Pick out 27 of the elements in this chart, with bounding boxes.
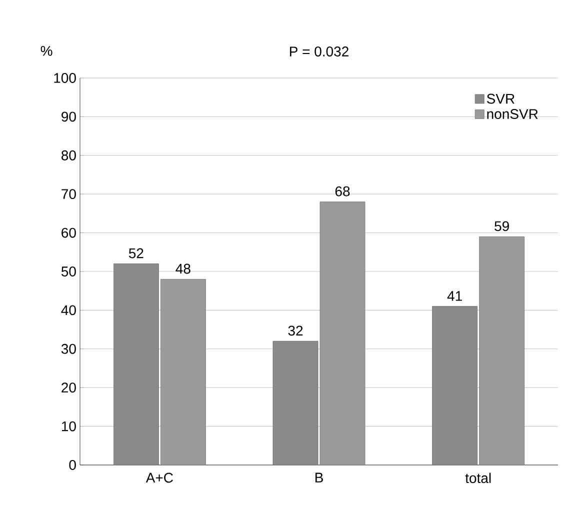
- y-axis-title: %: [40, 46, 52, 56]
- y-tick-label: 80: [62, 150, 76, 160]
- y-tick-label: 0: [69, 460, 76, 470]
- legend-label: SVR: [486, 94, 514, 104]
- x-tick-label: A+C: [146, 472, 173, 483]
- data-label: 41: [447, 291, 462, 301]
- x-tick-label: B: [315, 472, 323, 482]
- data-label: 59: [494, 221, 509, 232]
- data-label: 48: [176, 264, 190, 274]
- chart-title: P = 0.032: [290, 46, 348, 56]
- y-tick-label: 10: [62, 421, 76, 432]
- bar: [320, 202, 366, 465]
- data-label: 52: [128, 248, 144, 258]
- legend-label: nonSVR: [487, 109, 538, 119]
- bar: [479, 236, 525, 465]
- y-tick-label: 50: [61, 266, 76, 276]
- data-label: 32: [288, 326, 303, 336]
- y-tick-label: 70: [62, 189, 76, 200]
- y-tick-label: 90: [62, 112, 76, 122]
- y-tick-label: 60: [62, 228, 76, 238]
- y-tick-label: 40: [61, 305, 76, 316]
- x-tick-label: total: [465, 472, 491, 484]
- bar: [160, 279, 206, 465]
- y-tick-label: 30: [61, 344, 76, 354]
- y-tick-label: 100: [54, 73, 76, 83]
- y-tick-label: 20: [62, 382, 76, 393]
- data-label: 68: [335, 186, 350, 196]
